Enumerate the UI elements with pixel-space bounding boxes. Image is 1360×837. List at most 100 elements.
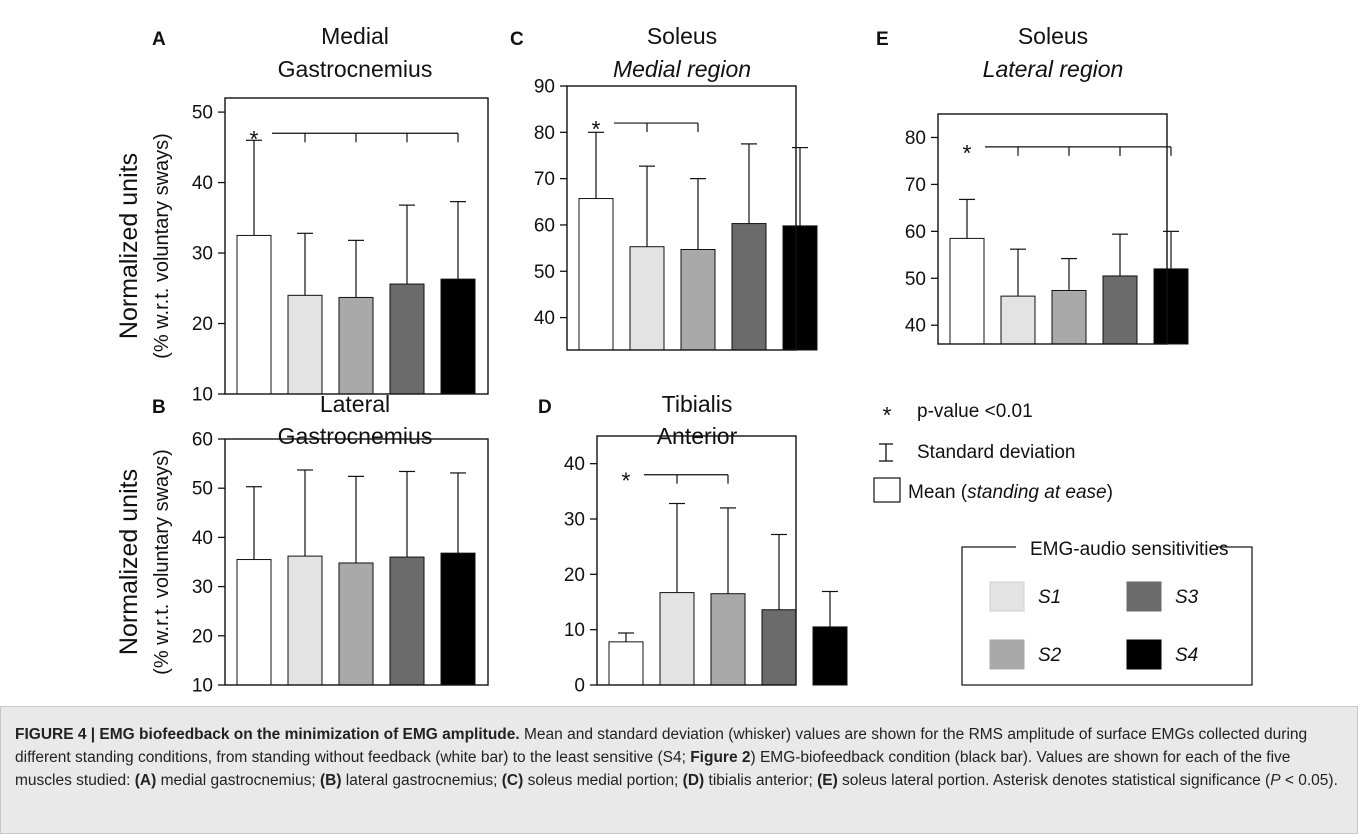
caption-part: ) EMG-biofeedback condition (black bar).… [15, 749, 1291, 790]
plot-frame [566, 85, 797, 351]
legend-asterisk-icon: * [883, 402, 892, 428]
caption-panel-ref: (B) [319, 772, 342, 790]
bar-s3 [1102, 275, 1138, 345]
caption-label: FIGURE 4 | EMG biofeedback on the minimi… [15, 726, 520, 743]
panel-letter-a: A [152, 29, 166, 50]
y-axis-label: Normalized units [115, 469, 143, 655]
bar-s3 [731, 223, 767, 351]
y-tick-label: 30 [564, 510, 585, 531]
y-tick-label: 20 [564, 565, 585, 586]
legend-mean-swatch [873, 477, 901, 503]
legend-box-title-bg [1016, 536, 1216, 558]
y-tick-label: 10 [192, 385, 213, 406]
y-tick-label: 10 [564, 620, 585, 641]
bar-s1 [287, 294, 323, 395]
caption-part: soleus lateral portion. Asterisk denotes… [837, 772, 1271, 790]
bar-mean [578, 198, 614, 351]
bar-s2 [680, 248, 716, 351]
bar-s1 [287, 555, 323, 686]
caption-panel-ref: (A) [134, 772, 157, 790]
caption-figure-ref: Figure 2 [690, 749, 751, 767]
y-axis-label: Normalized units [115, 153, 143, 339]
y-tick-label: 40 [564, 454, 585, 475]
y-tick-label: 20 [192, 626, 213, 647]
legend-mean-label-part: Mean ( [908, 482, 968, 503]
panel-title: Gastrocnemius [278, 423, 433, 449]
plot-frame [937, 113, 1168, 345]
bar-s3 [389, 556, 425, 686]
panel-title: Medial region [613, 56, 751, 82]
panel-letter-d: D [538, 397, 552, 418]
bar-mean [236, 559, 272, 686]
panel-title: Gastrocnemius [278, 56, 433, 82]
bar-s2 [338, 296, 374, 395]
panel-title: Lateral [320, 391, 390, 417]
legend-box-title: EMG-audio sensitivities [1030, 539, 1229, 560]
bar-s4 [440, 552, 476, 686]
caption-part: lateral gastrocnemius; [341, 772, 502, 790]
panel-letter-e: E [876, 29, 889, 50]
y-tick-label: 40 [192, 528, 213, 549]
legend-mean-label: Mean (standing at ease) [908, 482, 1113, 503]
legend-swatch-s2 [989, 639, 1025, 670]
bar-mean [608, 641, 644, 686]
y-tick-label: 80 [905, 128, 926, 149]
legend-sd-label: Standard deviation [917, 442, 1075, 463]
caption-part: medial gastrocnemius; [156, 772, 320, 790]
bar-s4 [1153, 268, 1189, 345]
panel-title: Lateral region [983, 56, 1124, 82]
y-tick-label: 10 [192, 676, 213, 697]
y-tick-label: 60 [534, 215, 555, 236]
caption-part: soleus medial portion; [523, 772, 683, 790]
bar-s2 [338, 562, 374, 686]
legend-swatch-s4 [1126, 639, 1162, 670]
bar-s4 [782, 225, 818, 351]
significance-asterisk: * [622, 468, 631, 494]
panel-letter-c: C [510, 29, 524, 50]
y-tick-label: 30 [192, 577, 213, 598]
legend-mean-label-part: ) [1107, 482, 1113, 503]
caption-p-symbol: P [1270, 772, 1281, 790]
legend-swatch-s3 [1126, 581, 1162, 612]
figure-canvas: A Medial Gastrocnemius Normalized units (% w… [115, 23, 1253, 697]
bar-s3 [761, 609, 797, 686]
legend-label-s4: S4 [1175, 645, 1198, 666]
bar-s1 [659, 592, 695, 686]
panel-title: Medial [321, 23, 389, 49]
y-tick-label: 50 [192, 103, 213, 124]
significance-asterisk: * [250, 126, 259, 152]
plot-frame [596, 435, 797, 686]
y-tick-label: 40 [192, 173, 213, 194]
y-tick-label: 60 [905, 222, 926, 243]
bar-mean [236, 234, 272, 395]
legend-label-s1: S1 [1038, 587, 1061, 608]
bar-s2 [710, 593, 746, 686]
legend-pvalue-label: p-value <0.01 [917, 401, 1033, 422]
panel-title: Soleus [647, 23, 717, 49]
plot-frame [224, 97, 489, 395]
legend-label-s2: S2 [1038, 645, 1062, 666]
bar-s2 [1051, 289, 1087, 345]
caption-part: Mean and standard deviation (whisker) va… [15, 726, 1308, 767]
legend-mean-label-part: standing at ease [967, 482, 1106, 503]
bar-s1 [629, 246, 665, 351]
significance-asterisk: * [963, 140, 972, 166]
y-tick-label: 60 [192, 430, 213, 451]
y-tick-label: 50 [534, 262, 555, 283]
bar-s4 [440, 278, 476, 395]
caption-part: tibialis anterior; [704, 772, 818, 790]
caption-panel-ref: (E) [817, 772, 838, 790]
y-tick-label: 40 [905, 316, 926, 337]
y-axis-sublabel: (% w.r.t. voluntary sways) [151, 133, 173, 359]
legend-label-s3: S3 [1175, 587, 1199, 608]
caption-text: FIGURE 4 | EMG biofeedback on the minimi… [15, 723, 1347, 793]
y-tick-label: 80 [534, 123, 555, 144]
bar-s1 [1000, 295, 1036, 345]
panel-title: Soleus [1018, 23, 1088, 49]
y-tick-label: 0 [574, 676, 585, 697]
caption-panel-ref: (D) [682, 772, 705, 790]
y-tick-label: 40 [534, 308, 555, 329]
figure-caption: FIGURE 4 | EMG biofeedback on the minimi… [0, 706, 1358, 834]
y-tick-label: 50 [192, 479, 213, 500]
caption-panel-ref: (C) [501, 772, 524, 790]
